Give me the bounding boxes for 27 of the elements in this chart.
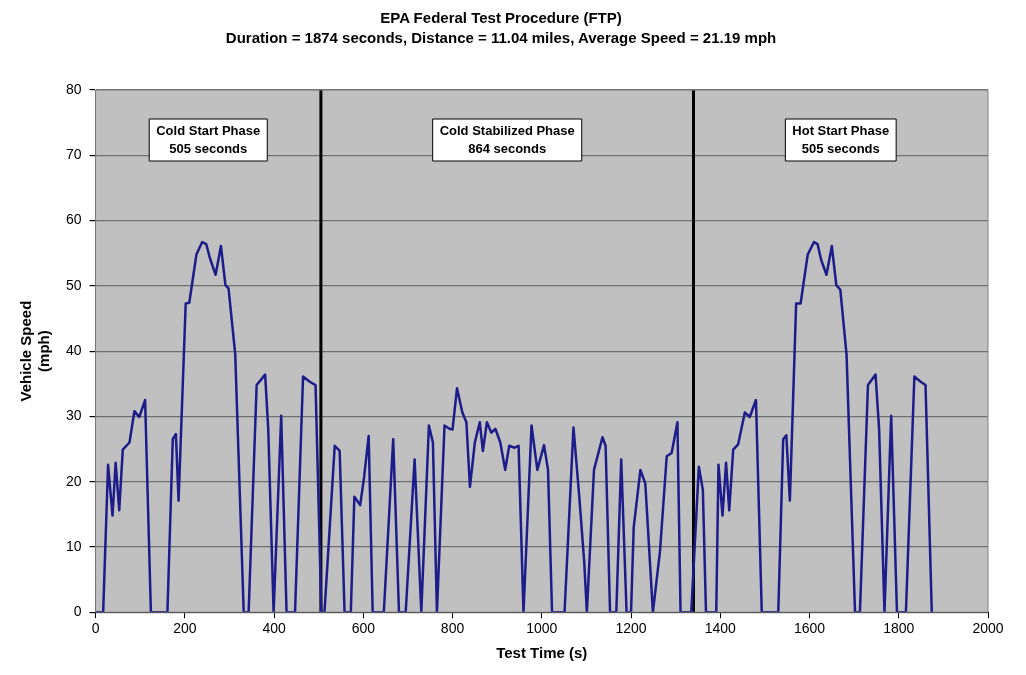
x-tick-label: 800: [440, 620, 465, 637]
y-tick-label: 30: [65, 407, 82, 424]
x-tick-label: 1000: [526, 620, 558, 637]
x-tick-label: 600: [351, 620, 376, 637]
x-tick-label: 0: [91, 620, 100, 637]
y-tick-label: 60: [65, 211, 82, 228]
y-tick-label: 10: [65, 537, 82, 554]
x-tick-label: 1400: [704, 620, 737, 637]
y-tick-label: 50: [65, 276, 82, 293]
y-tick-label: 0: [73, 603, 82, 620]
x-tick-label: 1800: [883, 620, 915, 637]
y-tick-label: 80: [65, 80, 82, 97]
annotation: Cold Stabilized Phase 864 seconds: [439, 122, 575, 156]
x-tick-label: 400: [262, 620, 286, 637]
chart-subtitle: Duration = 1874 seconds, Distance = 11.04 miles, Average Speed = 21.19 mph: [225, 29, 777, 47]
y-tick-label: 70: [65, 146, 82, 163]
x-tick-label: 1200: [615, 620, 647, 637]
x-axis-title: Test Time (s): [496, 644, 588, 662]
y-tick-label: 20: [65, 472, 82, 489]
y-axis-title: Vehicle Speed (mph): [17, 300, 53, 402]
chart-title: EPA Federal Test Procedure (FTP): [380, 9, 622, 27]
x-tick-label: 1600: [793, 620, 826, 637]
y-tick-label: 40: [65, 341, 82, 358]
annotation: Hot Start Phase 505 seconds: [792, 122, 890, 156]
annotation: Cold Start Phase 505 seconds: [156, 122, 261, 156]
x-tick-label: 2000: [972, 620, 1004, 637]
x-tick-label: 200: [173, 620, 197, 637]
